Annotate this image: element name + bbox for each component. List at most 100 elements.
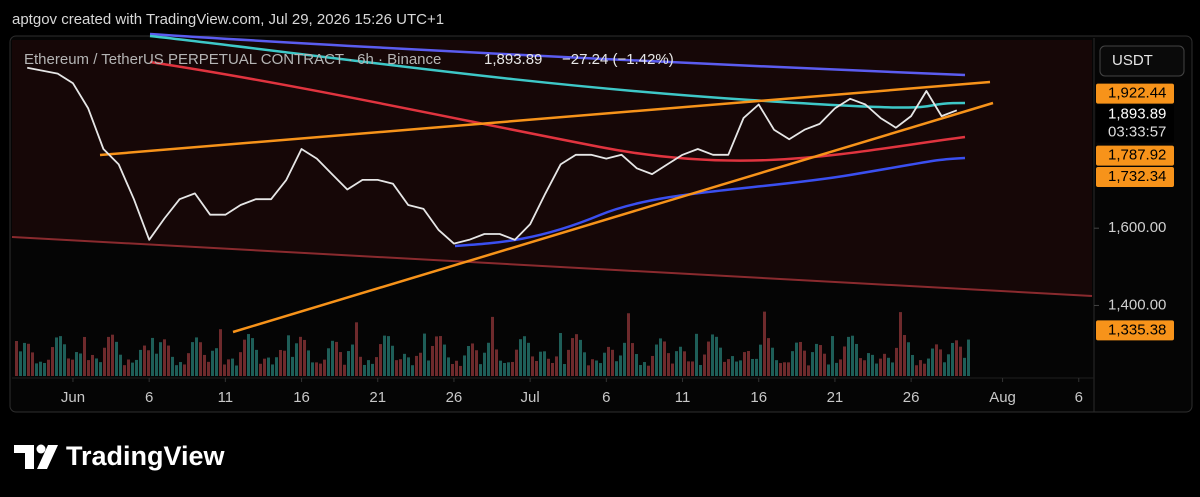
volume-bar <box>895 347 898 376</box>
moving-average <box>149 34 966 109</box>
price-marker-label: 1,732.34 <box>1108 168 1166 185</box>
volume-bar <box>211 350 214 376</box>
volume-bar <box>959 346 962 376</box>
volume-bar <box>711 334 714 376</box>
volume-bar <box>671 363 674 376</box>
volume-bar <box>291 356 294 376</box>
volume-bar <box>955 340 958 376</box>
volume-bar <box>519 339 522 376</box>
volume-bar <box>279 349 282 376</box>
volume-bar <box>39 361 42 376</box>
volume-bar <box>271 364 274 376</box>
volume-bar <box>911 354 914 376</box>
volume-bar <box>591 359 594 376</box>
volume-bar <box>635 354 638 376</box>
moving-average <box>454 156 966 248</box>
volume-bar <box>851 335 854 376</box>
volume-bar <box>395 360 398 376</box>
volume-bar <box>855 343 858 376</box>
volume-bar <box>215 348 218 376</box>
volume-bar <box>247 334 250 376</box>
volume-bar <box>139 349 142 376</box>
volume-bar <box>883 353 886 376</box>
volume-bar <box>31 352 34 376</box>
y-tick-label: 1,600.00 <box>1108 219 1166 236</box>
support-line <box>11 236 1093 297</box>
volume-bar <box>715 336 718 376</box>
volume-bar <box>907 342 910 376</box>
volume-bar <box>619 355 622 376</box>
volume-bar <box>843 346 846 376</box>
price-line <box>27 66 958 245</box>
volume-bar <box>255 349 258 376</box>
volume-bar <box>627 313 630 376</box>
volume-bar <box>703 354 706 376</box>
volume-bar <box>235 365 238 376</box>
axes: Jun 6 11 16 21 26 Jul 6 11 16 21 26 Aug 6 1,600.00 1,40… <box>61 83 1174 406</box>
volume-bar <box>379 344 382 376</box>
volume-pane <box>15 311 970 376</box>
volume-bar <box>579 339 582 376</box>
volume-bar <box>435 336 438 376</box>
x-tick-label: 26 <box>903 389 920 406</box>
volume-bar <box>239 352 242 376</box>
volume-bar <box>667 353 670 376</box>
price-plot <box>27 66 958 245</box>
volume-bar <box>575 334 578 376</box>
volume-bar <box>107 336 110 376</box>
volume-bar <box>899 312 902 376</box>
volume-bar <box>383 335 386 376</box>
price-change: −27.24 (−1.42%) <box>562 51 674 68</box>
volume-bar <box>335 341 338 376</box>
volume-bar <box>595 360 598 376</box>
volume-bar <box>563 364 566 376</box>
volume-bar <box>343 364 346 376</box>
volume-bar <box>391 345 394 376</box>
volume-bar <box>867 353 870 376</box>
volume-bar <box>847 336 850 376</box>
volume-bar <box>799 341 802 376</box>
volume-bar <box>451 363 454 376</box>
volume-bar <box>791 351 794 376</box>
currency-label[interactable]: USDT <box>1112 52 1153 69</box>
volume-bar <box>567 349 570 376</box>
volume-bar <box>551 362 554 376</box>
volume-bar <box>739 360 742 376</box>
currency-button[interactable] <box>1099 45 1185 77</box>
volume-bar <box>891 362 894 376</box>
volume-bar <box>491 316 494 376</box>
volume-bar <box>191 342 194 376</box>
volume-bar <box>675 351 678 376</box>
volume-bar <box>423 333 426 376</box>
volume-bar <box>119 354 122 376</box>
volume-bar <box>659 338 662 376</box>
volume-bar <box>523 336 526 376</box>
volume-bar <box>475 350 478 376</box>
volume-bar <box>223 364 226 376</box>
volume-bar <box>203 354 206 376</box>
volume-bar <box>439 336 442 376</box>
volume-bar <box>631 343 634 376</box>
volume-bar <box>871 354 874 376</box>
volume-bar <box>399 359 402 376</box>
volume-bar <box>811 352 814 376</box>
volume-bar <box>427 360 430 376</box>
volume-bar <box>375 357 378 376</box>
volume-bar <box>783 362 786 376</box>
volume-bar <box>327 348 330 376</box>
volume-bar <box>859 358 862 376</box>
price-marker-label: 1,893.89 <box>1108 106 1166 123</box>
volume-bar <box>683 351 686 376</box>
volume-bar <box>167 345 170 376</box>
volume-bar <box>35 363 38 376</box>
volume-bar <box>499 360 502 376</box>
x-tick-label: Jul <box>521 389 540 406</box>
price-marker-label: 1,922.44 <box>1108 85 1166 102</box>
volume-bar <box>527 342 530 376</box>
volume-bar <box>323 359 326 376</box>
volume-bar <box>19 351 22 376</box>
volume-bar <box>199 342 202 376</box>
volume-bar <box>803 350 806 376</box>
x-tick-label: 6 <box>145 389 153 406</box>
